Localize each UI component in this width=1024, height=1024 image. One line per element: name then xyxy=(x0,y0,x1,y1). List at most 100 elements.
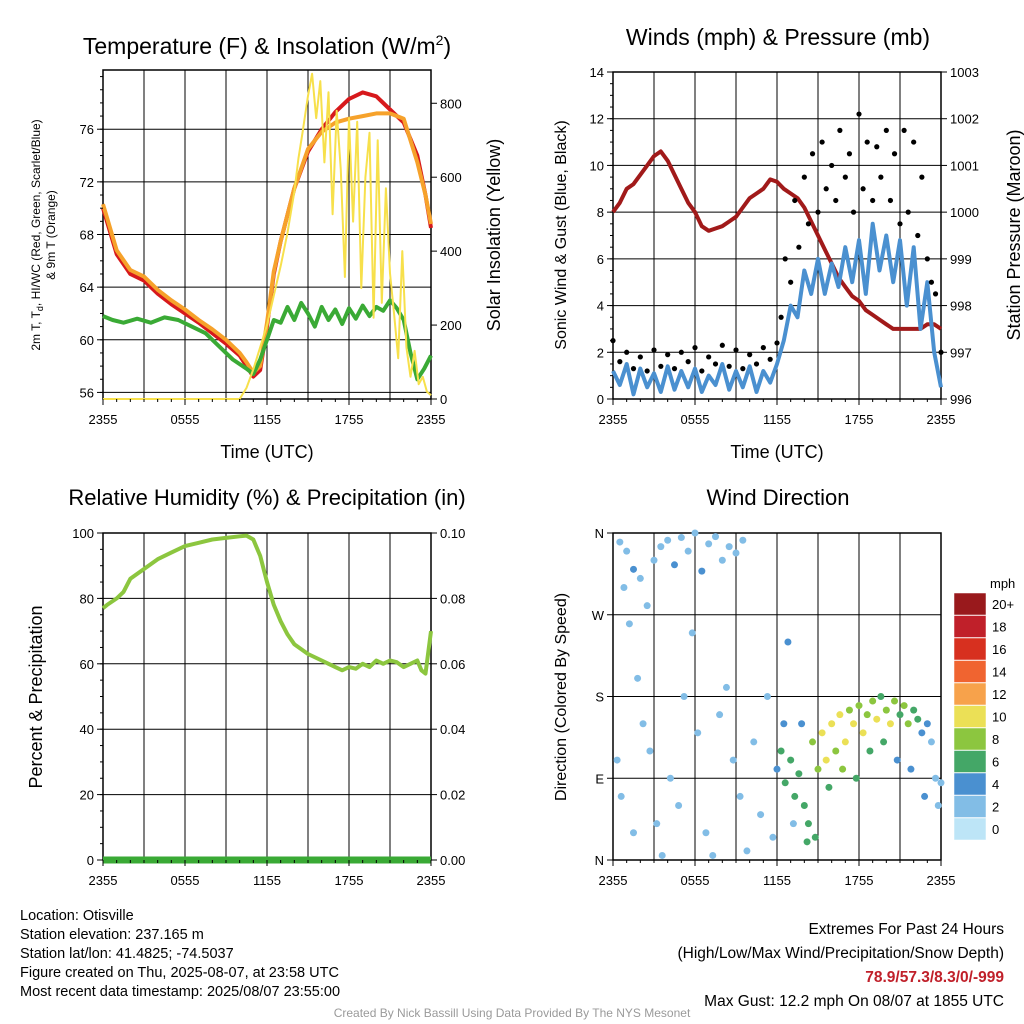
direction-point xyxy=(705,540,713,548)
extremes-title: Extremes For Past 24 Hours xyxy=(808,921,1004,938)
gust-point xyxy=(823,186,829,192)
gust-point xyxy=(874,144,880,150)
direction-point xyxy=(639,720,647,728)
gust-point xyxy=(740,366,746,372)
y-tick-label: 76 xyxy=(80,122,94,137)
gust-point xyxy=(842,174,848,180)
y2-tick-label: 0.02 xyxy=(440,788,465,803)
direction-point xyxy=(914,715,922,723)
gust-point xyxy=(815,209,821,215)
direction-point xyxy=(694,729,702,737)
speed-legend-label: 14 xyxy=(992,665,1006,680)
winds-panel: Winds (mph) & Pressure (mb) 2355 0555 1155… xyxy=(553,24,1024,462)
direction-point xyxy=(841,738,849,746)
speed-legend-label: 18 xyxy=(992,620,1006,635)
direction-point xyxy=(781,779,789,787)
winds-x-axis-label: Time (UTC) xyxy=(730,442,823,462)
speed-legend-swatch xyxy=(953,637,987,661)
y2-tick-label: 998 xyxy=(950,299,972,314)
temperature-y-axis-label: 2m T, Td, HI/WC (Red, Green, Scarlet/Blu… xyxy=(29,119,45,350)
speed-legend-label: 8 xyxy=(992,732,999,747)
gust-point xyxy=(712,361,719,367)
figure-created: Figure created on Thu, 2025-08-07, at 23… xyxy=(20,965,339,981)
direction-point xyxy=(732,549,740,557)
speed-legend-swatch xyxy=(953,795,987,818)
gust-point xyxy=(801,174,807,180)
speed-legend-swatch xyxy=(953,592,987,616)
gust-point xyxy=(706,354,712,360)
humidity-panel: Relative Humidity (%) & Precipitation (i… xyxy=(26,485,466,888)
direction-point xyxy=(918,729,926,737)
direction-point xyxy=(907,765,915,773)
gust-point xyxy=(905,209,911,215)
direction-point xyxy=(886,720,894,728)
station-elevation: Station elevation: 237.165 m xyxy=(20,927,204,943)
direction-point xyxy=(809,738,817,746)
direction-point xyxy=(653,820,661,828)
y-tick-label: 8 xyxy=(597,205,604,220)
gust-point xyxy=(883,127,889,133)
direction-point xyxy=(811,833,819,841)
speed-legend-label: 16 xyxy=(992,642,1006,657)
gust-point xyxy=(747,352,753,358)
gust-point xyxy=(637,354,643,360)
direction-point xyxy=(932,774,940,782)
direction-point xyxy=(643,602,651,610)
speed-legend-swatch xyxy=(953,817,987,841)
meteogram-figure: Temperature (F) & Insolation (W/m2) 2355… xyxy=(26,24,1024,888)
x-tick-label: 1755 xyxy=(845,873,874,888)
y-tick-label: 100 xyxy=(72,526,94,541)
gust-point xyxy=(878,174,884,180)
direction-point xyxy=(677,534,685,542)
y-tick-label: 2 xyxy=(597,345,604,360)
direction-point xyxy=(934,802,942,809)
wind-direction-y-axis-label: Direction (Colored By Speed) xyxy=(553,593,570,801)
gust-point xyxy=(760,345,766,351)
direction-point xyxy=(702,829,710,837)
x-tick-label: 2355 xyxy=(599,412,628,427)
x-tick-label: 1155 xyxy=(763,412,791,427)
y-tick-label: 80 xyxy=(80,591,94,606)
gust-point xyxy=(692,345,698,351)
y-tick-label: 10 xyxy=(590,158,604,173)
direction-point xyxy=(658,851,666,859)
direction-point xyxy=(791,792,799,800)
direction-point xyxy=(921,792,929,800)
direction-point xyxy=(636,574,644,582)
y2-tick-label: 996 xyxy=(950,392,972,407)
direction-point xyxy=(850,720,858,728)
gust-point xyxy=(928,279,935,285)
wind-direction-chart-title: Wind Direction xyxy=(706,485,849,510)
direction-point xyxy=(617,792,625,800)
gust-point xyxy=(792,197,798,204)
direction-point xyxy=(616,538,624,546)
gust-point xyxy=(782,256,788,262)
direction-point xyxy=(650,556,658,564)
x-tick-label: 2355 xyxy=(417,412,446,427)
direction-point xyxy=(698,567,706,575)
x-tick-label: 1755 xyxy=(845,412,874,427)
direction-point xyxy=(852,774,860,782)
direction-point xyxy=(855,702,863,710)
gust-point xyxy=(624,349,630,355)
direction-point xyxy=(675,802,683,809)
direction-point xyxy=(828,720,836,728)
direction-point xyxy=(691,529,699,537)
x-tick-label: 0555 xyxy=(171,873,200,888)
direction-point xyxy=(822,756,830,764)
direction-point xyxy=(839,765,847,773)
station-latlon: Station lat/lon: 41.4825; -74.5037 xyxy=(20,946,234,962)
gust-point xyxy=(651,347,657,353)
direction-point xyxy=(927,738,935,746)
speed-legend-label: 4 xyxy=(992,777,999,792)
y-tick-label: S xyxy=(595,690,604,705)
speed-legend-label: 0 xyxy=(992,822,999,837)
speed-legend-swatch xyxy=(953,705,987,728)
gust-point xyxy=(699,368,705,374)
direction-point xyxy=(789,820,797,828)
station-location: Location: Otisville xyxy=(20,908,134,924)
station-info: Location: Otisville Station elevation: 2… xyxy=(20,907,340,1002)
x-tick-label: 2355 xyxy=(599,873,628,888)
gust-point xyxy=(829,162,835,169)
pressure-y-axis-label: Station Pressure (Maroon) xyxy=(1004,129,1024,340)
